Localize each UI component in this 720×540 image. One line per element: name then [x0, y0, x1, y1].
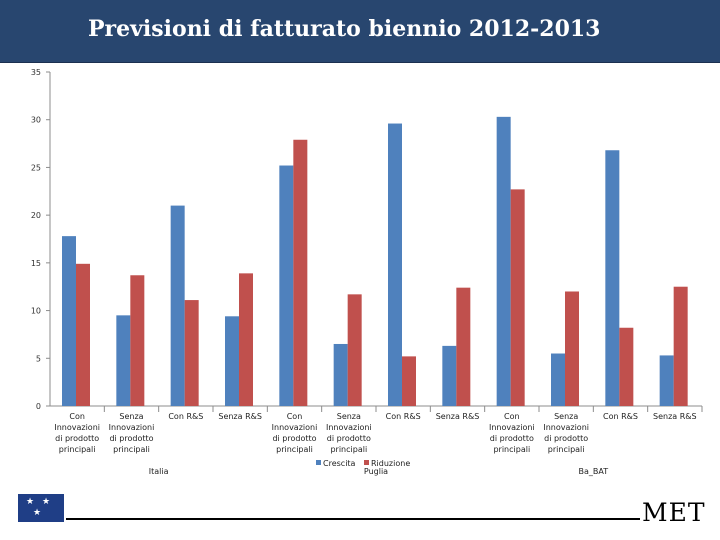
bar-riduzione: [184, 300, 199, 406]
y-tick-label: 10: [31, 307, 41, 316]
bar-riduzione: [239, 273, 253, 406]
bar-crescita: [279, 165, 294, 406]
star-icon: ★: [26, 497, 35, 507]
bar-riduzione: [673, 286, 688, 406]
bar-riduzione: [510, 189, 525, 406]
bar-riduzione: [347, 294, 362, 406]
bar-crescita: [170, 205, 185, 406]
x-category-label: Innovazioni: [543, 423, 589, 432]
legend-label: Riduzione: [371, 459, 410, 468]
x-category-label: di prodotto: [272, 434, 316, 443]
x-category-label: Innovazioni: [489, 423, 535, 432]
group-label: Ba_BAT: [579, 467, 609, 476]
bar-crescita: [62, 236, 76, 406]
legend-swatch-crescita: [316, 460, 321, 465]
bar-crescita: [605, 150, 620, 406]
group-label: Italia: [149, 467, 169, 476]
x-category-label: Con R&S: [603, 412, 638, 421]
legend-swatch-riduzione: [364, 460, 369, 465]
brand-logo: MET: [642, 498, 706, 527]
star-icon: ★: [42, 497, 51, 507]
title-bar: Previsioni di fatturato biennio 2012-201…: [0, 0, 720, 63]
x-category-label: Con: [69, 412, 85, 421]
x-category-label: Con: [504, 412, 520, 421]
y-tick-label: 25: [31, 163, 41, 172]
page-title: Previsioni di fatturato biennio 2012-201…: [88, 16, 601, 42]
y-tick-label: 0: [36, 402, 41, 411]
x-category-label: principali: [493, 445, 530, 454]
x-category-label: Senza R&S: [218, 412, 262, 421]
x-category-label: principali: [59, 445, 96, 454]
star-icon: ★: [33, 508, 42, 518]
eu-flag-logo: ★ ★ ★: [18, 494, 64, 522]
bar-crescita: [116, 315, 131, 406]
x-category-label: principali: [548, 445, 585, 454]
bar-crescita: [442, 345, 457, 406]
x-category-label: Con: [287, 412, 303, 421]
x-category-label: Innovazioni: [326, 423, 372, 432]
bar-crescita: [551, 353, 565, 406]
x-category-label: principali: [113, 445, 150, 454]
x-category-label: Con R&S: [386, 412, 421, 421]
x-category-label: Innovazioni: [109, 423, 155, 432]
x-category-label: Senza: [119, 412, 143, 421]
x-category-label: Senza R&S: [653, 412, 697, 421]
bar-crescita: [496, 116, 511, 406]
x-category-label: principali: [276, 445, 313, 454]
x-category-label: principali: [330, 445, 367, 454]
x-category-label: Innovazioni: [54, 423, 100, 432]
x-category-label: Innovazioni: [272, 423, 318, 432]
x-category-label: Senza: [554, 412, 578, 421]
x-category-label: di prodotto: [327, 434, 371, 443]
footer-divider: [66, 518, 640, 520]
bar-riduzione: [456, 287, 471, 406]
bar-riduzione: [402, 356, 416, 406]
x-category-label: di prodotto: [544, 434, 588, 443]
x-category-label: di prodotto: [55, 434, 99, 443]
y-tick-label: 35: [31, 68, 41, 77]
y-tick-label: 30: [31, 116, 41, 125]
bar-chart: 0 5 10 15 20 25 30 35 Con Innovazioni di prodotto p…: [31, 68, 703, 476]
x-category-label: Senza R&S: [436, 412, 480, 421]
bar-riduzione: [565, 291, 579, 406]
y-tick-label: 20: [31, 211, 41, 220]
group-label: Puglia: [364, 467, 388, 476]
bar-riduzione: [293, 139, 308, 407]
bar-riduzione: [130, 275, 145, 406]
x-category-label: di prodotto: [490, 434, 534, 443]
x-category-label: Con R&S: [168, 412, 203, 421]
x-category-label: Senza: [337, 412, 361, 421]
legend-label: Crescita: [323, 459, 356, 468]
bar-crescita: [333, 343, 348, 406]
bar-riduzione: [619, 327, 634, 406]
y-tick-label: 15: [31, 259, 41, 268]
x-category-label: di prodotto: [109, 434, 153, 443]
bar-riduzione: [76, 263, 90, 406]
bar-crescita: [225, 316, 239, 406]
y-tick-label: 5: [36, 354, 41, 363]
bar-crescita: [388, 123, 402, 406]
bar-crescita: [659, 355, 674, 406]
